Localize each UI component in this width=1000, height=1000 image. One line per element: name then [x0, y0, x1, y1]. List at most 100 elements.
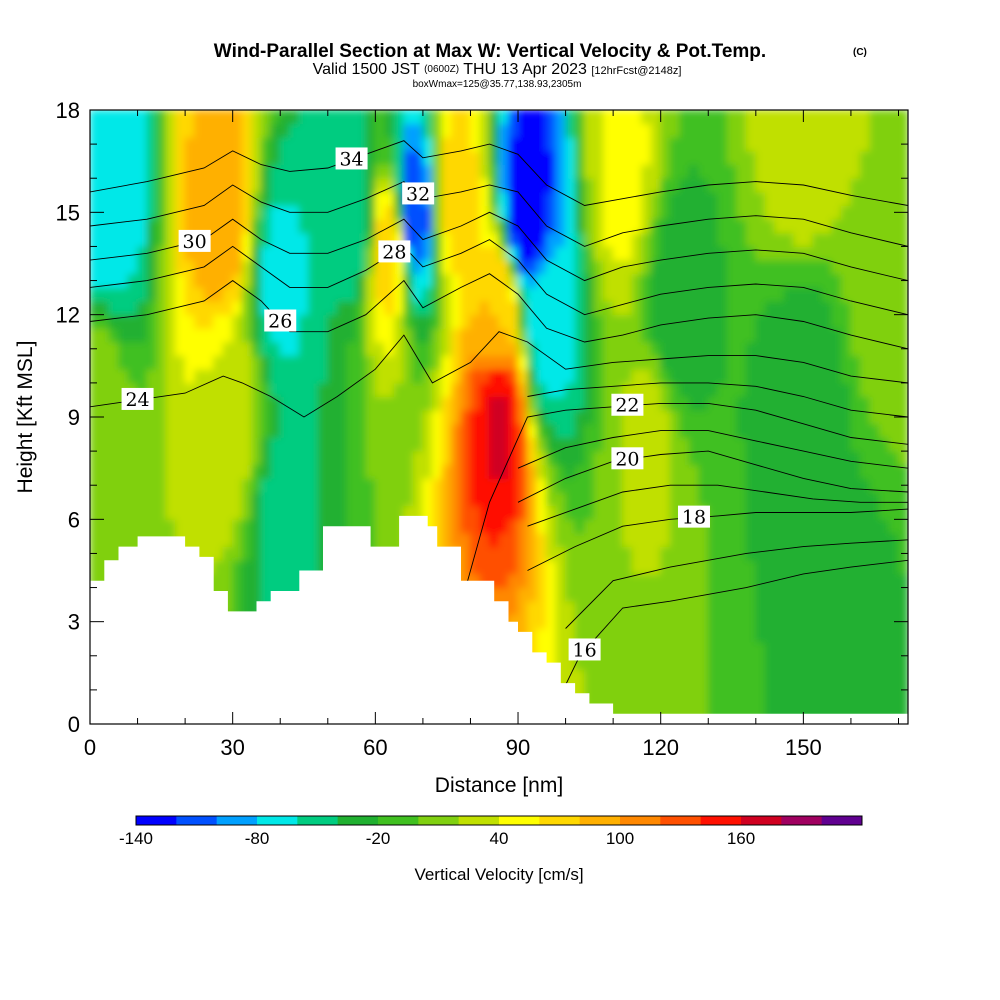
velocity-cell — [888, 382, 899, 398]
velocity-cell — [869, 655, 880, 670]
velocity-cell — [593, 110, 605, 125]
velocity-cell — [641, 273, 652, 288]
velocity-cell — [213, 273, 224, 288]
velocity-cell — [707, 655, 719, 670]
contour-label-22: 22 — [615, 395, 639, 417]
velocity-cell — [774, 259, 785, 275]
velocity-cell — [146, 110, 158, 125]
velocity-cell — [783, 436, 795, 452]
velocity-cell — [498, 355, 510, 370]
velocity-cell — [365, 273, 376, 288]
velocity-cell — [622, 655, 633, 670]
velocity-cell — [508, 423, 519, 438]
velocity-cell — [241, 368, 253, 384]
theta-contour-30 — [90, 211, 908, 282]
velocity-cell — [869, 532, 880, 548]
velocity-cell — [431, 286, 443, 302]
velocity-cell — [317, 368, 329, 384]
velocity-cell — [279, 396, 291, 411]
velocity-cell — [612, 600, 624, 616]
velocity-cell — [793, 641, 804, 657]
velocity-cell — [99, 259, 110, 275]
velocity-cell — [821, 259, 833, 275]
velocity-cell — [289, 300, 300, 316]
velocity-cell — [431, 382, 443, 398]
velocity-cell — [403, 505, 414, 520]
velocity-cell — [669, 587, 681, 602]
velocity-cell — [127, 518, 139, 534]
velocity-cell — [374, 505, 386, 520]
velocity-cell — [821, 477, 833, 493]
velocity-cell — [679, 600, 690, 616]
velocity-cell — [469, 300, 481, 316]
velocity-cell — [793, 436, 804, 452]
velocity-cell — [488, 532, 500, 548]
velocity-cell — [127, 150, 139, 166]
velocity-cell — [270, 273, 281, 288]
velocity-cell — [517, 382, 529, 398]
contour-label-box — [264, 309, 297, 332]
velocity-cell — [488, 587, 500, 602]
velocity-cell — [365, 436, 376, 452]
velocity-cell — [593, 355, 605, 370]
velocity-cell — [669, 655, 681, 670]
velocity-cell — [707, 368, 719, 384]
velocity-cell — [260, 191, 272, 207]
velocity-cell — [431, 518, 443, 534]
velocity-cell — [593, 341, 605, 357]
velocity-cell — [565, 177, 576, 193]
velocity-cell — [812, 409, 823, 425]
velocity-cell — [488, 327, 500, 343]
velocity-cell — [251, 477, 262, 493]
velocity-cell — [584, 136, 595, 152]
velocity-cell — [327, 259, 338, 275]
velocity-cell — [213, 259, 224, 275]
velocity-cell — [783, 668, 795, 684]
velocity-cell — [308, 177, 319, 193]
velocity-cell — [517, 491, 529, 507]
velocity-cell — [412, 314, 424, 329]
theta-contour-26 — [90, 273, 908, 350]
velocity-cell — [641, 436, 652, 452]
velocity-cell — [717, 396, 728, 411]
velocity-cell — [897, 286, 908, 302]
velocity-cell — [298, 110, 310, 125]
velocity-cell — [888, 696, 899, 711]
velocity-cell — [403, 450, 414, 466]
velocity-cell — [888, 559, 899, 575]
velocity-cell — [260, 491, 272, 507]
velocity-cell — [441, 245, 452, 261]
velocity-cell — [669, 409, 681, 425]
velocity-cell — [812, 559, 823, 575]
velocity-cell — [194, 477, 205, 493]
velocity-cell — [717, 682, 728, 698]
velocity-cell — [298, 150, 310, 166]
velocity-cell — [831, 327, 842, 343]
velocity-cell — [679, 205, 690, 220]
velocity-cell — [707, 259, 719, 275]
velocity-cell — [222, 341, 234, 357]
velocity-cell — [479, 232, 490, 247]
velocity-cell — [688, 150, 700, 166]
velocity-cell — [365, 150, 376, 166]
velocity-cell — [821, 245, 833, 261]
velocity-cell — [736, 205, 747, 220]
velocity-cell — [555, 205, 567, 220]
theta-contour-24 — [90, 331, 908, 418]
velocity-cell — [517, 559, 529, 575]
velocity-cell — [203, 396, 215, 411]
velocity-cell — [593, 150, 605, 166]
velocity-cell — [108, 245, 120, 261]
velocity-cell — [108, 286, 120, 302]
velocity-cell — [203, 218, 215, 234]
colorbar: -140 -80 -20 40 100 160 — [119, 815, 863, 848]
velocity-cell — [650, 177, 662, 193]
velocity-cell — [812, 191, 823, 207]
velocity-cell — [726, 396, 738, 411]
velocity-cell — [707, 314, 719, 329]
velocity-cell — [260, 368, 272, 384]
velocity-cell — [669, 300, 681, 316]
velocity-cell — [764, 641, 776, 657]
velocity-cell — [127, 273, 139, 288]
